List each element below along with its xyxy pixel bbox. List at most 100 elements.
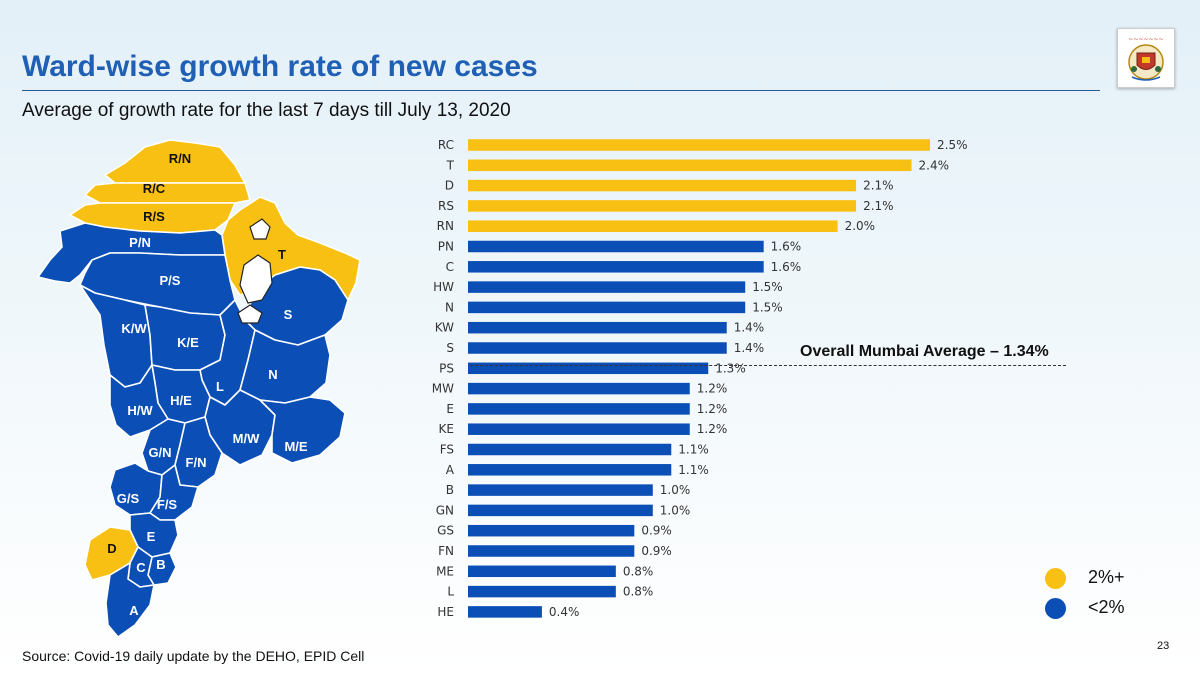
value-label: 2.5% — [937, 138, 968, 152]
category-label: C — [446, 260, 454, 274]
ward-label: A — [129, 603, 139, 618]
enclave-1 — [249, 218, 271, 240]
bar-HW — [468, 281, 746, 293]
value-label: 0.4% — [549, 605, 580, 619]
value-label: 1.1% — [678, 463, 709, 477]
category-label: GN — [436, 503, 454, 517]
ward-label: R/N — [169, 151, 191, 166]
legend-label-high: 2%+ — [1088, 567, 1125, 587]
bar-ME — [468, 565, 616, 578]
emblem-icon: ~~~~~~~ — [1128, 36, 1164, 81]
ward-label: L — [216, 379, 224, 394]
bar-L — [468, 585, 616, 598]
bar-T — [468, 159, 912, 172]
value-label: 1.0% — [660, 483, 691, 497]
ward-H/W — [109, 364, 169, 438]
bar-S — [468, 342, 727, 354]
ward-label: K/E — [177, 335, 199, 350]
category-label: HE — [437, 605, 454, 619]
ward-label: G/N — [148, 445, 171, 460]
ward-label: H/W — [127, 403, 153, 418]
bar-KW — [468, 321, 727, 334]
category-label: RN — [437, 219, 454, 233]
ward-label: S — [284, 307, 293, 322]
category-label: RS — [438, 199, 454, 213]
value-label: 1.3% — [715, 361, 746, 375]
enclave-2 — [239, 254, 273, 304]
bar-RN — [468, 220, 838, 232]
ward-label: F/N — [186, 455, 207, 470]
value-label: 1.2% — [697, 422, 728, 436]
value-label: 1.6% — [771, 240, 802, 254]
value-label: 2.1% — [863, 199, 894, 213]
ward-label: C — [136, 560, 146, 575]
ward-label: D — [107, 541, 116, 556]
bar-B — [468, 484, 653, 496]
ward-label: E — [147, 529, 156, 544]
source-note: Source: Covid-19 daily update by the DEH… — [22, 648, 365, 664]
category-label: GS — [437, 524, 454, 538]
category-label: S — [446, 341, 454, 355]
bar-GN — [468, 504, 653, 517]
category-label: KE — [439, 422, 454, 436]
category-label: PN — [438, 240, 454, 254]
bar-MW — [468, 382, 690, 395]
ward-label: P/S — [160, 273, 181, 288]
category-label: KW — [435, 321, 454, 335]
value-label: 0.9% — [641, 524, 672, 538]
svg-text:~~~~~~~: ~~~~~~~ — [1128, 36, 1163, 43]
bar-PN — [468, 240, 764, 253]
bar-N — [468, 301, 746, 314]
enclave-3 — [237, 304, 263, 324]
ward-F/S — [149, 464, 199, 521]
average-reference-line — [470, 365, 1066, 366]
growth-rate-bar-chart: RC 2.5% T 2.4% D 2.1% RS 2.1% RN 2.0% PN 1.6% C 1.6% H… — [432, 138, 968, 619]
ward-label: F/S — [157, 497, 178, 512]
ward-label: M/E — [284, 439, 307, 454]
value-label: 0.8% — [623, 585, 654, 599]
ward-R/C — [84, 182, 251, 204]
page-subtitle: Average of growth rate for the last 7 da… — [22, 100, 511, 121]
category-label: L — [447, 585, 454, 599]
bar-C — [468, 261, 764, 273]
bar-KE — [468, 423, 690, 435]
category-label: MW — [432, 382, 454, 396]
bar-RS — [468, 200, 857, 212]
legend-dot-high-icon — [1045, 568, 1066, 589]
category-label: ME — [436, 564, 454, 578]
value-label: 1.5% — [752, 280, 783, 294]
bar-GS — [468, 524, 635, 537]
ward-M/E — [259, 396, 346, 464]
value-label: 1.0% — [660, 503, 691, 517]
bar-RC — [468, 139, 930, 151]
category-label: HW — [433, 280, 454, 294]
bar-A — [468, 464, 672, 476]
category-label: N — [445, 300, 454, 314]
value-label: 1.2% — [697, 382, 728, 396]
ward-N — [239, 329, 331, 404]
ward-label: T — [278, 247, 286, 262]
category-label: RC — [438, 138, 454, 152]
category-label: T — [446, 158, 455, 172]
ward-label: R/S — [143, 209, 165, 224]
value-label: 1.5% — [752, 300, 783, 314]
ward-label: G/S — [117, 491, 140, 506]
category-label: D — [445, 179, 454, 193]
bar-D — [468, 179, 857, 192]
ward-label: N — [268, 367, 277, 382]
value-label: 1.1% — [678, 443, 709, 457]
ward-map: R/N R/C R/S P/N T P/S S K/W K/E N L H/E … — [37, 139, 361, 638]
value-label: 2.4% — [919, 158, 950, 172]
page-number: 23 — [1157, 640, 1170, 652]
page-title: Ward-wise growth rate of new cases — [22, 50, 538, 83]
ward-F/N — [174, 416, 223, 488]
ward-A — [105, 562, 155, 638]
legend-dot-low-icon — [1045, 598, 1066, 619]
bar-FN — [468, 545, 635, 557]
ward-label: B — [156, 557, 165, 572]
category-label: FN — [438, 544, 454, 558]
value-label: 1.6% — [771, 260, 802, 274]
average-label: Overall Mumbai Average – 1.34% — [800, 343, 1049, 360]
value-label: 0.8% — [623, 564, 654, 578]
bar-E — [468, 403, 690, 415]
